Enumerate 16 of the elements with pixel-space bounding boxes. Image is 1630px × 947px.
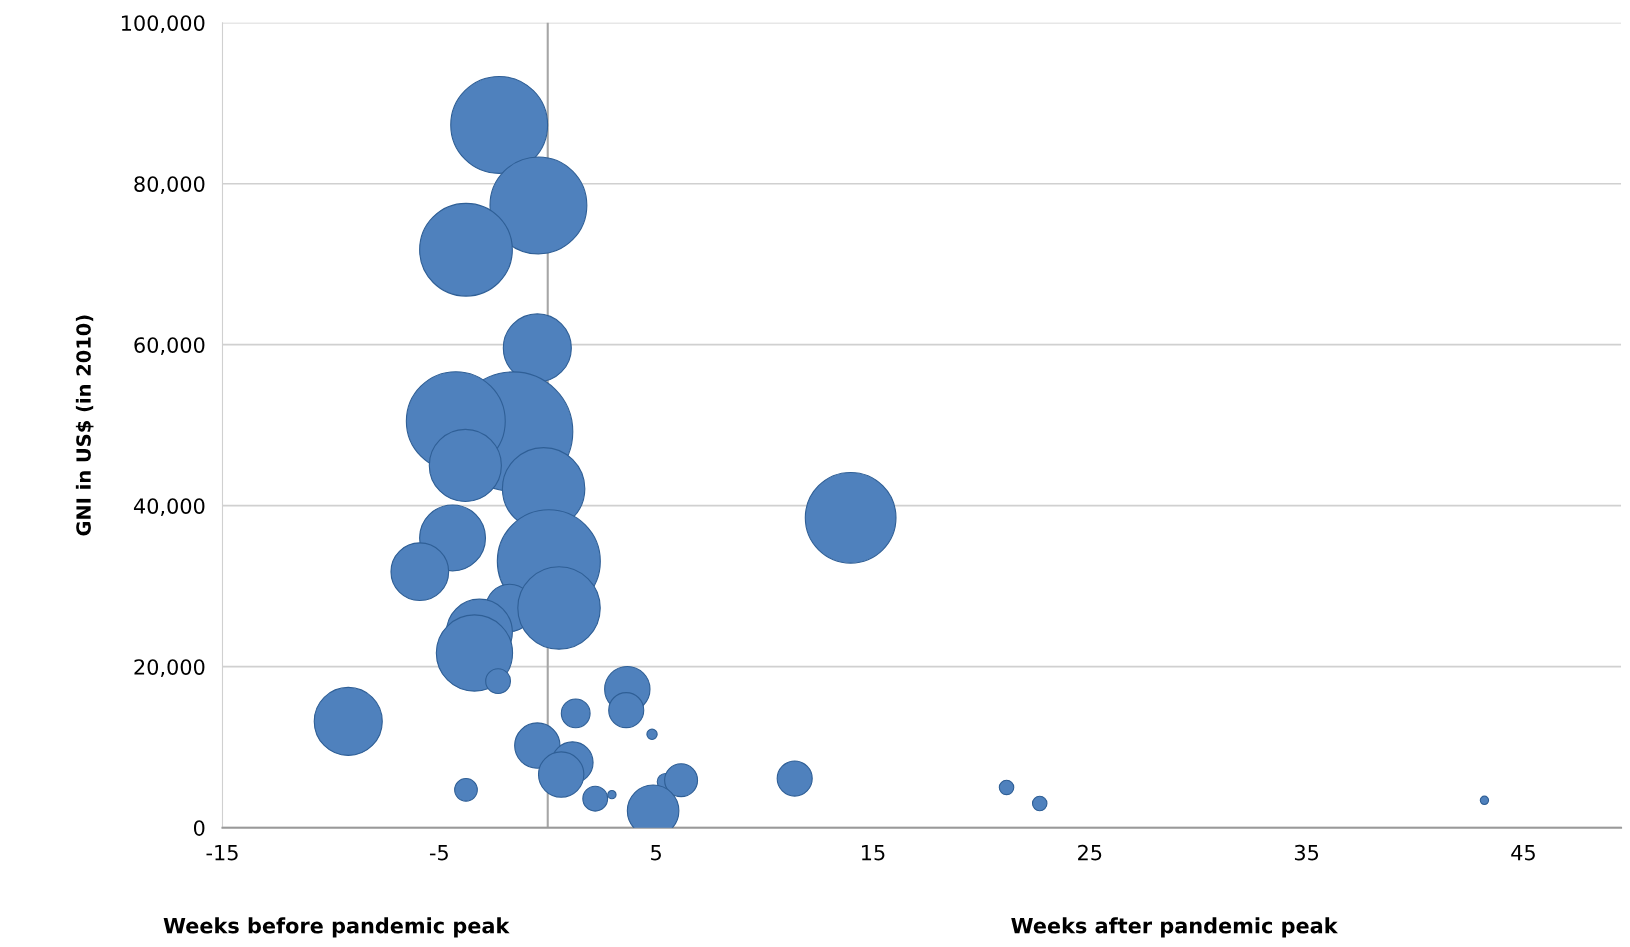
y-axis-title: GNI in US$ (in 2010)	[75, 315, 94, 536]
text: Weeks after pandemic peak	[1011, 917, 1338, 938]
y-tick-label: 40,000	[133, 498, 205, 517]
y-tick-label: 80,000	[134, 176, 205, 195]
y-tick-label: 20,000	[134, 659, 205, 678]
x-tick-label: -15	[206, 844, 238, 861]
x-tick-label: 15	[862, 844, 885, 861]
x-tick-label: 25	[1078, 844, 1102, 861]
x-tick-label: 5	[651, 844, 661, 861]
x-tick-label: 35	[1294, 844, 1319, 861]
y-tick-label: 0	[193, 820, 205, 836]
text: Weeks before pandemic peak	[163, 917, 510, 938]
y-tick-label: 100,000	[121, 15, 205, 34]
y-tick-label: 60,000	[134, 337, 205, 356]
x-tick-label: -5	[429, 844, 448, 861]
x-tick-label: 45	[1511, 844, 1535, 861]
